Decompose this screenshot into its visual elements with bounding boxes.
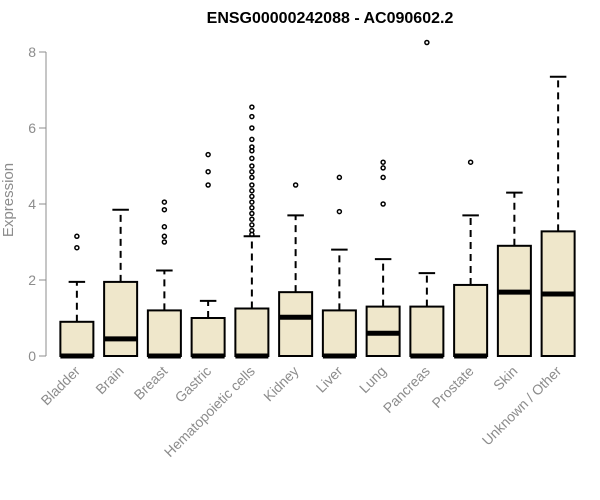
y-tick-label: 0 (28, 348, 36, 364)
box-iqr (496, 244, 532, 357)
outlier-point (336, 208, 343, 215)
box-kidney (278, 182, 314, 358)
box-iqr (321, 309, 357, 357)
outlier-point (161, 233, 168, 240)
outlier-point (467, 159, 474, 165)
y-axis: 0 2 4 6 8 (28, 44, 47, 364)
x-category-label: Kidney (260, 363, 302, 405)
outlier-point (161, 224, 168, 230)
box-breast (146, 199, 182, 359)
outlier-point (249, 199, 255, 205)
box-unknown-other (540, 75, 576, 357)
outlier-point (424, 39, 430, 46)
outlier-point (336, 174, 343, 181)
boxes-group (59, 39, 576, 359)
outlier-point (161, 206, 168, 213)
box-iqr (409, 305, 445, 358)
outlier-point (249, 216, 255, 222)
x-category-label: Bladder (38, 363, 84, 409)
box-bladder (59, 233, 95, 359)
outlier-point (205, 168, 211, 175)
outlier-point (380, 174, 386, 181)
x-category-label: Brain (92, 363, 126, 397)
y-tick-label: 2 (28, 272, 36, 288)
chart-title: ENSG00000242088 - AC090602.2 (207, 10, 454, 27)
outlier-point (249, 182, 255, 188)
box-gastric (190, 151, 226, 359)
outlier-point (292, 182, 299, 188)
box-iqr (278, 291, 314, 358)
box-iqr (146, 309, 182, 357)
outlier-point (161, 199, 168, 205)
box-iqr (453, 283, 489, 357)
outlier-point (249, 210, 255, 217)
outlier-point (205, 151, 211, 158)
x-category-label: Liver (313, 363, 346, 396)
outlier-point (249, 104, 255, 110)
box-hematopoietic-cells (234, 104, 270, 359)
outlier-point (380, 159, 386, 165)
box-liver (321, 174, 357, 359)
x-category-label: Pancreas (380, 363, 433, 416)
outlier-point (249, 168, 255, 175)
x-category-label: Gastric (172, 363, 215, 406)
y-tick-label: 6 (28, 120, 36, 136)
x-category-label: Breast (131, 363, 171, 403)
y-axis-title: Expression (0, 163, 17, 237)
box-pancreas (409, 39, 445, 359)
outlier-point (249, 222, 255, 228)
box-brain (103, 208, 139, 357)
outlier-point (249, 155, 255, 162)
box-lung (365, 159, 401, 358)
outlier-point (249, 227, 255, 234)
outlier-point (380, 201, 386, 207)
x-category-label: Skin (490, 363, 521, 394)
box-prostate (453, 159, 489, 359)
y-tick-label: 4 (28, 196, 36, 212)
outlier-point (74, 244, 80, 251)
box-iqr (59, 320, 95, 357)
outlier-point (205, 182, 211, 188)
outlier-point (249, 136, 255, 143)
x-category-label: Lung (356, 363, 389, 396)
box-iqr (190, 317, 226, 357)
outlier-point (74, 233, 80, 240)
x-category-label: Prostate (429, 363, 477, 411)
y-tick-label: 8 (28, 44, 36, 60)
outlier-point (249, 174, 255, 181)
outlier-point (249, 144, 255, 150)
x-category-label: Unknown / Other (479, 363, 565, 449)
outlier-point (249, 193, 255, 200)
outlier-point (380, 165, 386, 171)
box-iqr (234, 307, 270, 357)
box-skin (496, 191, 532, 357)
outlier-point (161, 239, 168, 245)
box-iqr (103, 280, 139, 357)
outlier-point (249, 163, 255, 169)
outlier-point (249, 205, 255, 211)
outlier-point (249, 113, 255, 120)
outlier-point (249, 125, 255, 131)
outlier-point (249, 187, 255, 194)
